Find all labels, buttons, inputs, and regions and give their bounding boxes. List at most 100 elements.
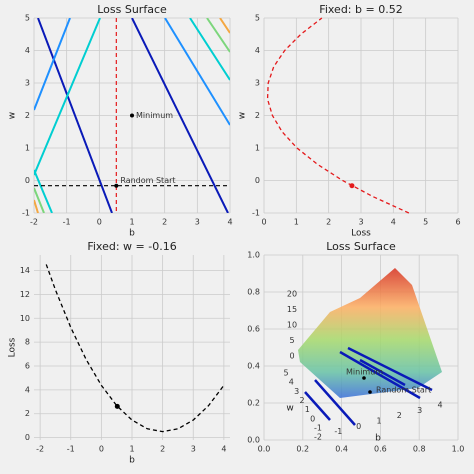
y-tick-label: 4 xyxy=(25,385,30,394)
x-tick-label: 4 xyxy=(391,218,396,227)
annotation: Minimum xyxy=(136,111,173,120)
x-tick-label: 0 xyxy=(97,218,102,227)
w-axis-label: w xyxy=(286,404,293,414)
x-tick-label: 1.0 xyxy=(452,445,465,454)
y-tick-label: 3 xyxy=(25,79,30,88)
y-tick-label: 2 xyxy=(25,111,30,120)
y-tick-label: 6 xyxy=(25,362,30,371)
w-tick-label: 2 xyxy=(299,396,304,405)
x-tick-label: 1 xyxy=(129,218,134,227)
y-tick-label: 10 xyxy=(20,314,30,323)
point xyxy=(130,113,134,118)
w-tick-label: 5 xyxy=(283,369,288,378)
w-tick-label: -1 xyxy=(314,424,322,433)
x-axis-label: b xyxy=(129,456,135,466)
y-tick-label: 1 xyxy=(25,144,30,153)
y-tick-label: 14 xyxy=(20,266,30,275)
x-axis-label: Loss xyxy=(351,229,371,239)
annotation: Minimum xyxy=(346,368,383,377)
y-tick-label: 0.8 xyxy=(247,288,260,297)
chart-title: Fixed: w = -0.16 xyxy=(87,240,176,253)
z-tick-label: 10 xyxy=(287,321,297,330)
y-tick-label: 4 xyxy=(255,46,260,55)
y-tick-label: 8 xyxy=(25,338,30,347)
y-tick-label: 3 xyxy=(255,79,260,88)
point xyxy=(362,376,366,380)
point xyxy=(368,390,372,394)
x-tick-label: -1 xyxy=(63,218,71,227)
y-tick-label: 0 xyxy=(25,176,30,185)
chart-title: Loss Surface xyxy=(326,240,396,253)
x-tick-label: 3 xyxy=(358,218,363,227)
y-tick-label: 1 xyxy=(255,144,260,153)
z-tick-label: 5 xyxy=(289,336,294,345)
y-tick-label: 0 xyxy=(25,433,30,442)
w-tick-label: 4 xyxy=(289,378,294,387)
x-tick-label: 0.2 xyxy=(296,445,309,454)
y-axis-label: w xyxy=(238,112,248,119)
marker xyxy=(114,403,120,409)
x-tick-label: 2 xyxy=(162,218,167,227)
chart-title: Loss Surface xyxy=(97,3,167,16)
x-tick-label: -1 xyxy=(67,445,75,454)
w-tick-label: 3 xyxy=(294,387,299,396)
x-tick-label: 0 xyxy=(99,445,104,454)
z-tick-label: 20 xyxy=(287,290,297,299)
z-tick-label: 15 xyxy=(287,305,297,314)
axes xyxy=(34,255,230,440)
y-tick-label: -1 xyxy=(22,209,30,218)
y-tick-label: 0.0 xyxy=(247,436,260,445)
b-axis-label: b xyxy=(375,434,381,444)
y-tick-label: 4 xyxy=(25,46,30,55)
b-tick-label: 1 xyxy=(376,417,381,426)
surface-3d xyxy=(298,268,442,426)
point xyxy=(114,183,119,188)
x-tick-label: 4 xyxy=(227,218,232,227)
b-tick-label: 0 xyxy=(356,422,361,431)
y-tick-label: 0.4 xyxy=(247,362,260,371)
y-axis-label: Loss xyxy=(8,337,18,357)
y-tick-label: 2 xyxy=(25,409,30,418)
x-tick-label: -2 xyxy=(30,218,38,227)
x-tick-label: 0.0 xyxy=(258,445,271,454)
marker xyxy=(349,183,355,189)
y-tick-label: 0 xyxy=(255,176,260,185)
x-tick-label: 3 xyxy=(191,445,196,454)
annotation: Random Start xyxy=(376,386,431,395)
y-tick-label: 12 xyxy=(20,290,30,299)
y-tick-label: 1.0 xyxy=(247,251,260,260)
w-tick-label: 0 xyxy=(310,414,315,423)
axes xyxy=(263,17,459,214)
w-tick-label: 1 xyxy=(305,405,310,414)
annotation: Random Start xyxy=(120,176,175,185)
y-tick-label: 0.6 xyxy=(247,325,260,334)
y-tick-label: 0.2 xyxy=(247,399,260,408)
y-axis-label: w xyxy=(8,112,18,119)
x-tick-label: 3 xyxy=(195,218,200,227)
y-tick-label: 5 xyxy=(255,14,260,23)
x-axis-label: b xyxy=(129,229,135,239)
chart-title: Fixed: b = 0.52 xyxy=(319,3,402,16)
x-tick-label: 1 xyxy=(294,218,299,227)
y-tick-label: -1 xyxy=(252,209,260,218)
x-tick-label: 2 xyxy=(160,445,165,454)
x-tick-label: -2 xyxy=(36,445,44,454)
x-tick-label: 6 xyxy=(455,218,460,227)
x-tick-label: 0.6 xyxy=(374,445,387,454)
b-tick-label: -1 xyxy=(334,427,342,436)
x-tick-label: 0.4 xyxy=(335,445,348,454)
line xyxy=(266,17,410,214)
x-tick-label: 2 xyxy=(326,218,331,227)
x-tick-label: 0 xyxy=(261,218,266,227)
line xyxy=(45,264,225,433)
x-tick-label: 0.8 xyxy=(413,445,426,454)
b-tick-label: 3 xyxy=(417,406,422,415)
b-tick-label: 4 xyxy=(437,401,442,410)
b-tick-label: 2 xyxy=(397,411,402,420)
z-tick-label: 0 xyxy=(289,352,294,361)
y-tick-label: 2 xyxy=(255,111,260,120)
contour-lines xyxy=(34,18,230,213)
y-tick-label: 5 xyxy=(25,14,30,23)
x-tick-label: 5 xyxy=(423,218,428,227)
